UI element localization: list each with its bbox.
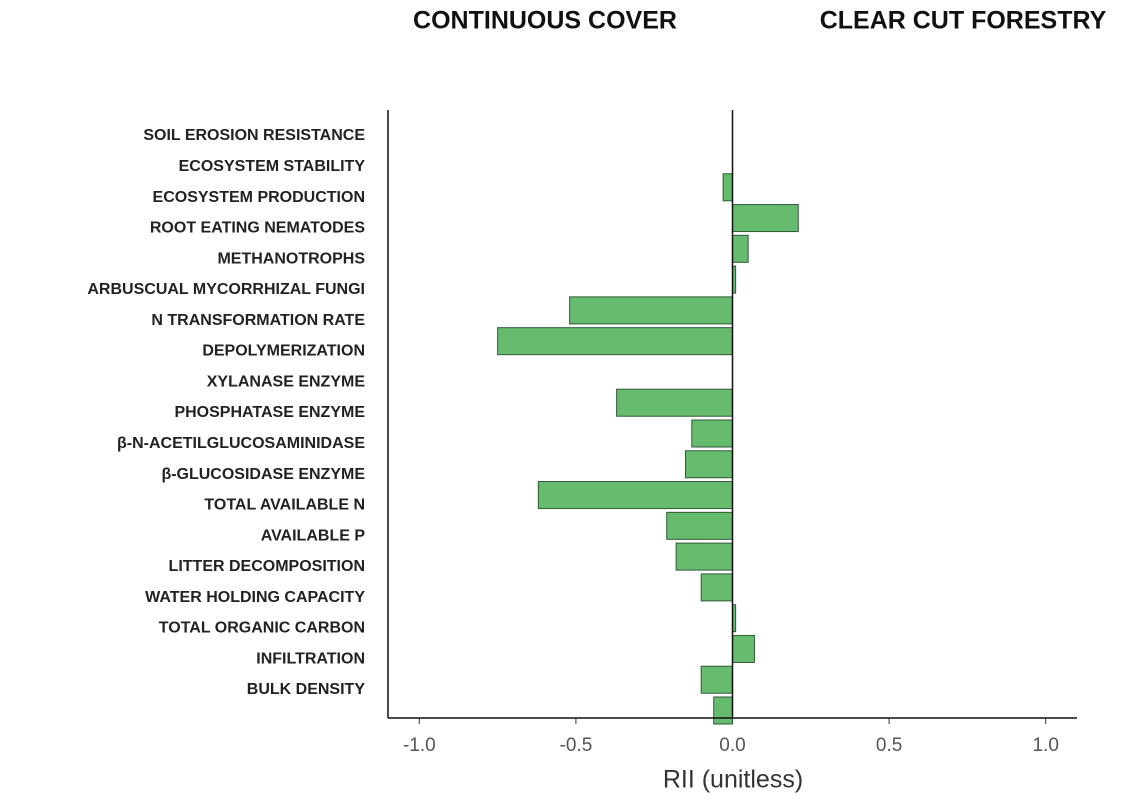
bar: [732, 204, 799, 233]
y-tick-label: DEPOLYMERIZATION: [202, 343, 365, 360]
y-tick-label: ECOSYSTEM STABILITY: [179, 158, 366, 175]
y-tick-label: WATER HOLDING CAPACITY: [145, 589, 365, 606]
x-tick-label: 0.0: [719, 735, 745, 756]
x-tick-label: 0.5: [876, 735, 902, 756]
y-tick-label: INFILTRATION: [256, 650, 365, 667]
y-tick-label: XYLANASE ENZYME: [207, 373, 366, 390]
y-tick-label: PHOSPHATASE ENZYME: [174, 404, 365, 421]
x-tick-label: 1.0: [1032, 735, 1058, 756]
bar: [537, 481, 733, 510]
y-tick-label: METHANOTROPHS: [217, 250, 365, 267]
bar: [722, 173, 734, 202]
y-tick-label: N TRANSFORMATION RATE: [151, 312, 365, 329]
y-tick-label: ROOT EATING NEMATODES: [150, 220, 365, 237]
bar: [685, 450, 733, 479]
x-tick-label: -1.0: [403, 735, 436, 756]
bar: [732, 634, 755, 663]
bar: [700, 573, 734, 602]
y-tick-label: TOTAL AVAILABLE N: [204, 497, 365, 514]
x-axis-label: RII (unitless): [663, 766, 803, 794]
bar: [616, 388, 734, 417]
y-tick-label: SOIL EROSION RESISTANCE: [143, 127, 365, 144]
annotation: CONTINUOUS COVER: [413, 7, 677, 35]
bar: [675, 542, 733, 571]
y-tick-label: ARBUSCUAL MYCORRHIZAL FUNGI: [87, 281, 365, 298]
y-tick-label: BULK DENSITY: [247, 681, 366, 698]
y-tick-label: AVAILABLE P: [261, 527, 366, 544]
bar: [666, 511, 733, 540]
x-tick-label: -0.5: [560, 735, 593, 756]
bar: [713, 696, 734, 725]
annotation: CLEAR CUT FORESTRY: [820, 7, 1107, 35]
bar: [691, 419, 734, 448]
bar: [700, 665, 734, 694]
y-tick-label: LITTER DECOMPOSITION: [169, 558, 365, 575]
bar: [497, 327, 734, 356]
y-tick-label: ECOSYSTEM PRODUCTION: [153, 189, 365, 206]
bar: [569, 296, 733, 325]
y-tick-label: β-N-ACETILGLUCOSAMINIDASE: [117, 435, 365, 452]
bar: [732, 234, 749, 263]
y-tick-label: TOTAL ORGANIC CARBON: [159, 620, 365, 637]
y-tick-label: β-GLUCOSIDASE ENZYME: [161, 466, 365, 483]
